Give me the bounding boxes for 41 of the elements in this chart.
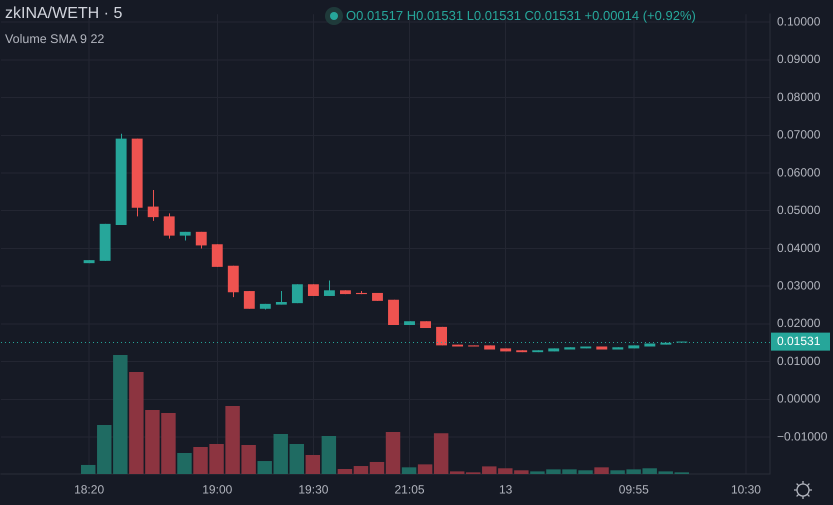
bar	[386, 432, 400, 474]
candlestick	[148, 189, 159, 222]
bar	[322, 436, 336, 474]
x-tick-label: 19:00	[202, 482, 233, 497]
candlestick	[276, 290, 287, 306]
y-tick-label: 0.04000	[777, 240, 821, 255]
x-tick-label: 21:05	[394, 482, 425, 497]
y-tick-label: 0.01000	[777, 354, 821, 368]
candlestick	[436, 326, 448, 346]
bar	[402, 467, 416, 474]
bar	[306, 454, 320, 474]
bar	[193, 446, 208, 474]
candlestick	[212, 244, 223, 268]
y-tick-label: 0.02000	[777, 316, 821, 330]
chart-title: zkINA/WETH · 5	[5, 5, 122, 23]
x-tick-label: 13	[498, 482, 513, 497]
x-tick-label: 10:30	[730, 482, 762, 497]
chart-title: Volume SMA 9 22	[5, 32, 104, 46]
y-tick-label: 0.00000	[777, 392, 821, 406]
bar	[370, 462, 384, 474]
candlestick	[196, 231, 207, 249]
candlestick	[244, 290, 255, 310]
x-tick-label: 19:30	[298, 482, 329, 497]
y-tick-label: −0.01000	[777, 429, 828, 444]
bar	[177, 453, 192, 474]
y-tick-label: 0.06000	[777, 165, 821, 180]
y-tick-label: 0.03000	[777, 278, 821, 292]
y-tick-label: 0.09000	[777, 52, 821, 66]
bar	[562, 469, 577, 474]
y-tick-label: 0.08000	[777, 90, 821, 104]
bar	[578, 470, 593, 474]
annotation: O0.01517 H0.01531 L0.01531 C0.01531 +0.00014 (+0.92%)	[346, 8, 696, 23]
x-tick-label: 09:55	[618, 482, 650, 497]
y-tick-label: 0.07000	[777, 128, 821, 142]
bar	[594, 467, 609, 474]
y-tick-label: 0.10000	[777, 14, 821, 28]
ref-line-label: 0.01531	[777, 334, 821, 348]
candlestick	[324, 280, 335, 296]
x-tick-label: 18:20	[74, 482, 104, 497]
y-tick-label: 0.05000	[777, 203, 821, 218]
candlestick	[164, 212, 175, 240]
